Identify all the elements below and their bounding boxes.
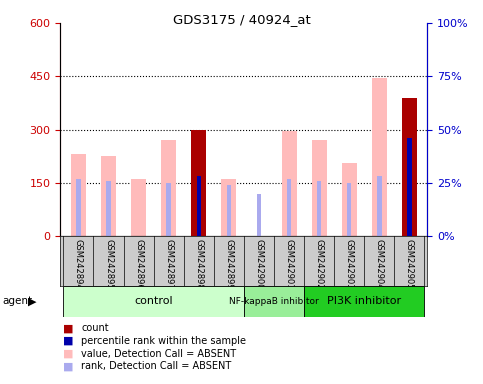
- Bar: [312, 140, 327, 236]
- Text: GDS3175 / 40924_at: GDS3175 / 40924_at: [172, 13, 311, 26]
- Bar: [402, 98, 417, 236]
- Bar: [71, 154, 86, 236]
- Text: NF-kappaB inhibitor: NF-kappaB inhibitor: [229, 297, 319, 306]
- Bar: [341, 163, 357, 236]
- Text: GSM242899: GSM242899: [225, 239, 233, 289]
- Text: GSM242905: GSM242905: [405, 239, 414, 289]
- Text: GSM242895: GSM242895: [104, 239, 113, 289]
- Text: value, Detection Call = ABSENT: value, Detection Call = ABSENT: [81, 349, 236, 359]
- Bar: [131, 179, 146, 236]
- Bar: [76, 179, 81, 236]
- Bar: [317, 181, 321, 236]
- Bar: [347, 183, 352, 236]
- Text: count: count: [81, 323, 109, 333]
- Bar: [256, 194, 261, 236]
- Text: agent: agent: [2, 296, 32, 306]
- Bar: [161, 140, 176, 236]
- Text: ▶: ▶: [28, 296, 37, 306]
- Bar: [106, 181, 111, 236]
- Bar: [227, 185, 231, 236]
- Text: GSM242897: GSM242897: [164, 239, 173, 290]
- Bar: [221, 179, 236, 236]
- Text: PI3K inhibitor: PI3K inhibitor: [327, 296, 401, 306]
- Text: ■: ■: [63, 336, 73, 346]
- Bar: [167, 183, 171, 236]
- Text: GSM242898: GSM242898: [194, 239, 203, 290]
- Bar: [101, 156, 116, 236]
- Text: GSM242901: GSM242901: [284, 239, 294, 289]
- Text: ■: ■: [63, 361, 73, 371]
- Bar: [287, 179, 291, 236]
- Text: ■: ■: [63, 323, 73, 333]
- Bar: [63, 286, 244, 317]
- Text: percentile rank within the sample: percentile rank within the sample: [81, 336, 246, 346]
- Bar: [304, 286, 425, 317]
- Text: control: control: [134, 296, 173, 306]
- Bar: [282, 131, 297, 236]
- Text: GSM242903: GSM242903: [345, 239, 354, 289]
- Bar: [244, 286, 304, 317]
- Bar: [191, 129, 206, 236]
- Bar: [372, 78, 387, 236]
- Text: GSM242894: GSM242894: [74, 239, 83, 289]
- Text: GSM242904: GSM242904: [375, 239, 384, 289]
- Text: GSM242900: GSM242900: [255, 239, 263, 289]
- Text: GSM242896: GSM242896: [134, 239, 143, 290]
- Bar: [377, 177, 382, 236]
- Text: ■: ■: [63, 349, 73, 359]
- Bar: [197, 177, 201, 236]
- Text: GSM242902: GSM242902: [314, 239, 324, 289]
- Text: rank, Detection Call = ABSENT: rank, Detection Call = ABSENT: [81, 361, 231, 371]
- Bar: [407, 138, 412, 236]
